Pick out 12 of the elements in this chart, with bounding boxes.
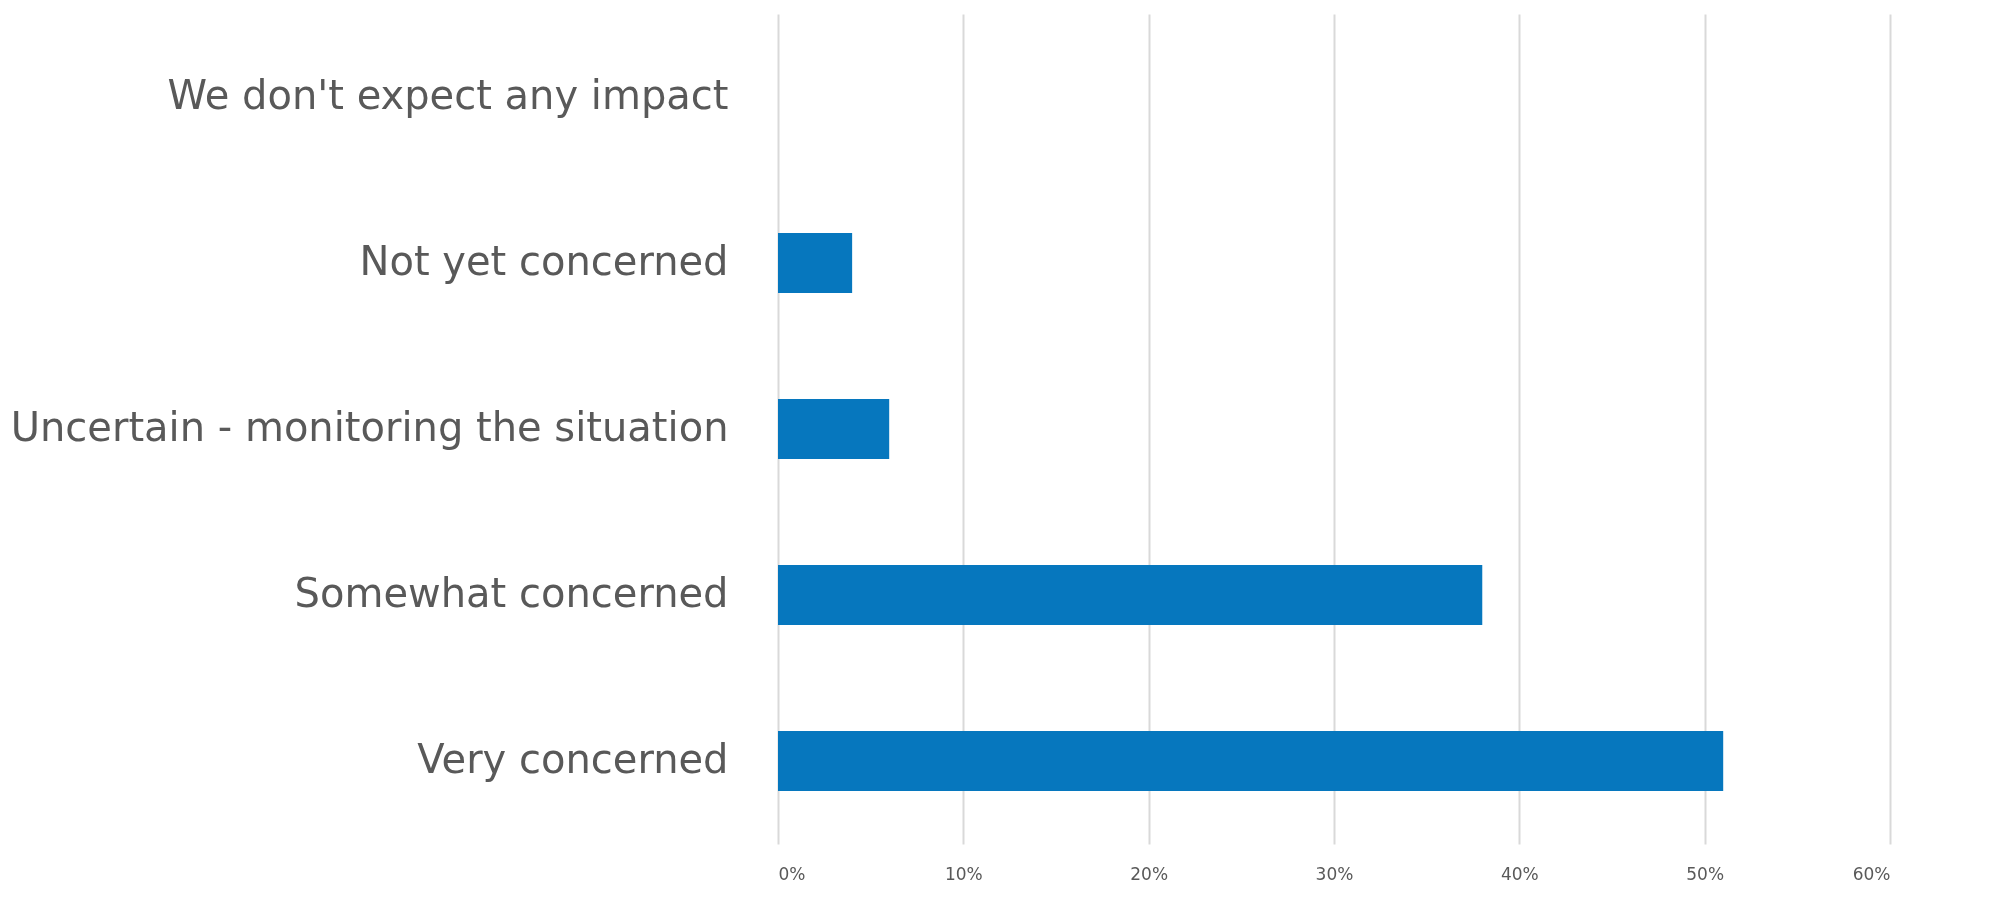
x-tick-label: 20% <box>1130 863 1169 884</box>
y-tick-label: Uncertain - monitoring the situation <box>10 404 729 450</box>
x-tick-label: 10% <box>944 863 983 884</box>
x-tick-label: 40% <box>1500 863 1539 884</box>
y-tick-label: Very concerned <box>417 736 729 782</box>
x-tick-label: 60% <box>1852 863 1891 884</box>
x-tick-label: 30% <box>1315 863 1354 884</box>
x-tick-label: 0% <box>778 863 806 884</box>
y-tick-label: We don't expect any impact <box>167 72 729 118</box>
x-tick-label: 50% <box>1686 863 1725 884</box>
y-tick-label: Somewhat concerned <box>294 570 729 616</box>
y-tick-label: Not yet concerned <box>359 238 729 284</box>
